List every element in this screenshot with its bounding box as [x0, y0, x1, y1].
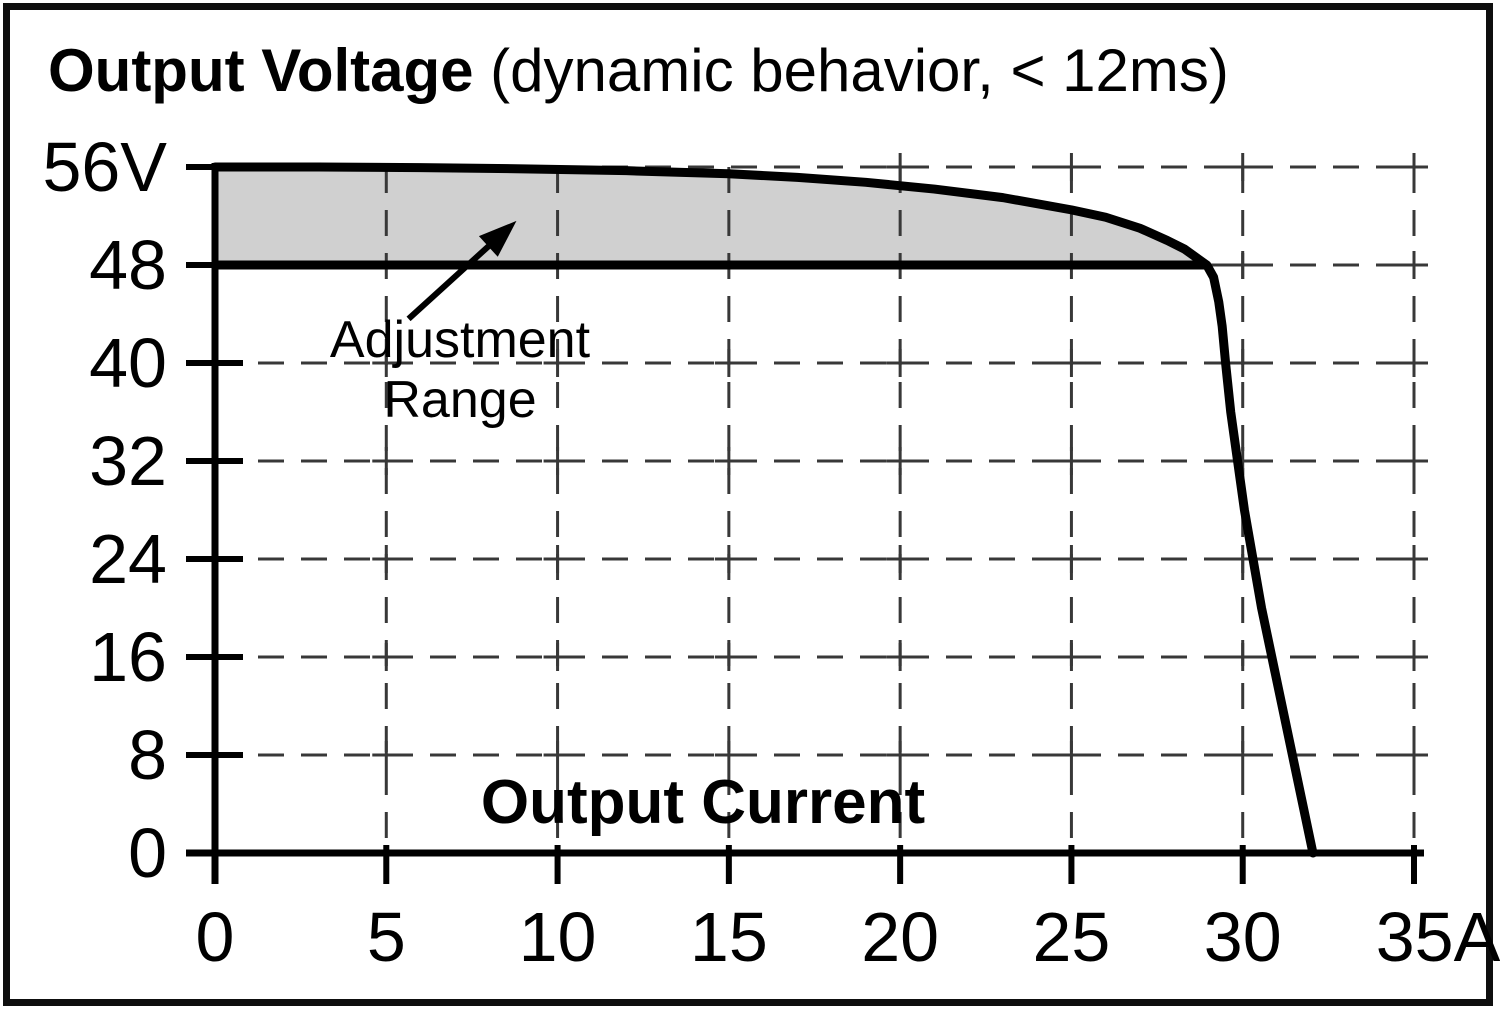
- adjustment-range-label-line1: Adjustment: [329, 311, 591, 369]
- adjustment-range-arrow-head: [478, 220, 517, 257]
- adjustment-range-arrow-shaft: [406, 236, 500, 322]
- y-tick-label-8: 8: [128, 716, 167, 794]
- y-tick-label-56: 56V: [42, 128, 167, 206]
- y-tick-label-40: 40: [89, 324, 167, 402]
- adjustment-range-label-line2: Range: [383, 371, 537, 429]
- y-tick-label-0: 0: [128, 814, 167, 892]
- x-tick-label-35: 35A: [1375, 898, 1500, 976]
- y-tick-label-32: 32: [89, 422, 167, 500]
- chart-title-main: Output Voltage: [48, 37, 474, 104]
- x-axis-label: Output Current: [480, 768, 926, 837]
- x-tick-label-10: 10: [518, 898, 597, 976]
- y-tick-label-48: 48: [89, 226, 167, 304]
- x-tick-label-20: 20: [861, 898, 940, 976]
- y-tick-label-16: 16: [89, 618, 167, 696]
- chart-title-subtitle: (dynamic behavior, < 12ms): [473, 37, 1229, 104]
- adjustment-range-label: Adjustment Range: [293, 310, 627, 430]
- figure-border: [3, 3, 1493, 1006]
- x-tick-label-30: 30: [1203, 898, 1282, 976]
- x-tick-label-5: 5: [366, 898, 406, 976]
- y-tick-label-24: 24: [89, 520, 167, 598]
- output-characteristic-curve: [210, 162, 1318, 858]
- x-tick-label-25: 25: [1032, 898, 1111, 976]
- x-tick-label-0: 0: [195, 898, 235, 976]
- x-tick-label-15: 15: [689, 898, 768, 976]
- chart-title: Output Voltage (dynamic behavior, < 12ms…: [48, 38, 1229, 104]
- adjustment-range-area: [215, 167, 1207, 265]
